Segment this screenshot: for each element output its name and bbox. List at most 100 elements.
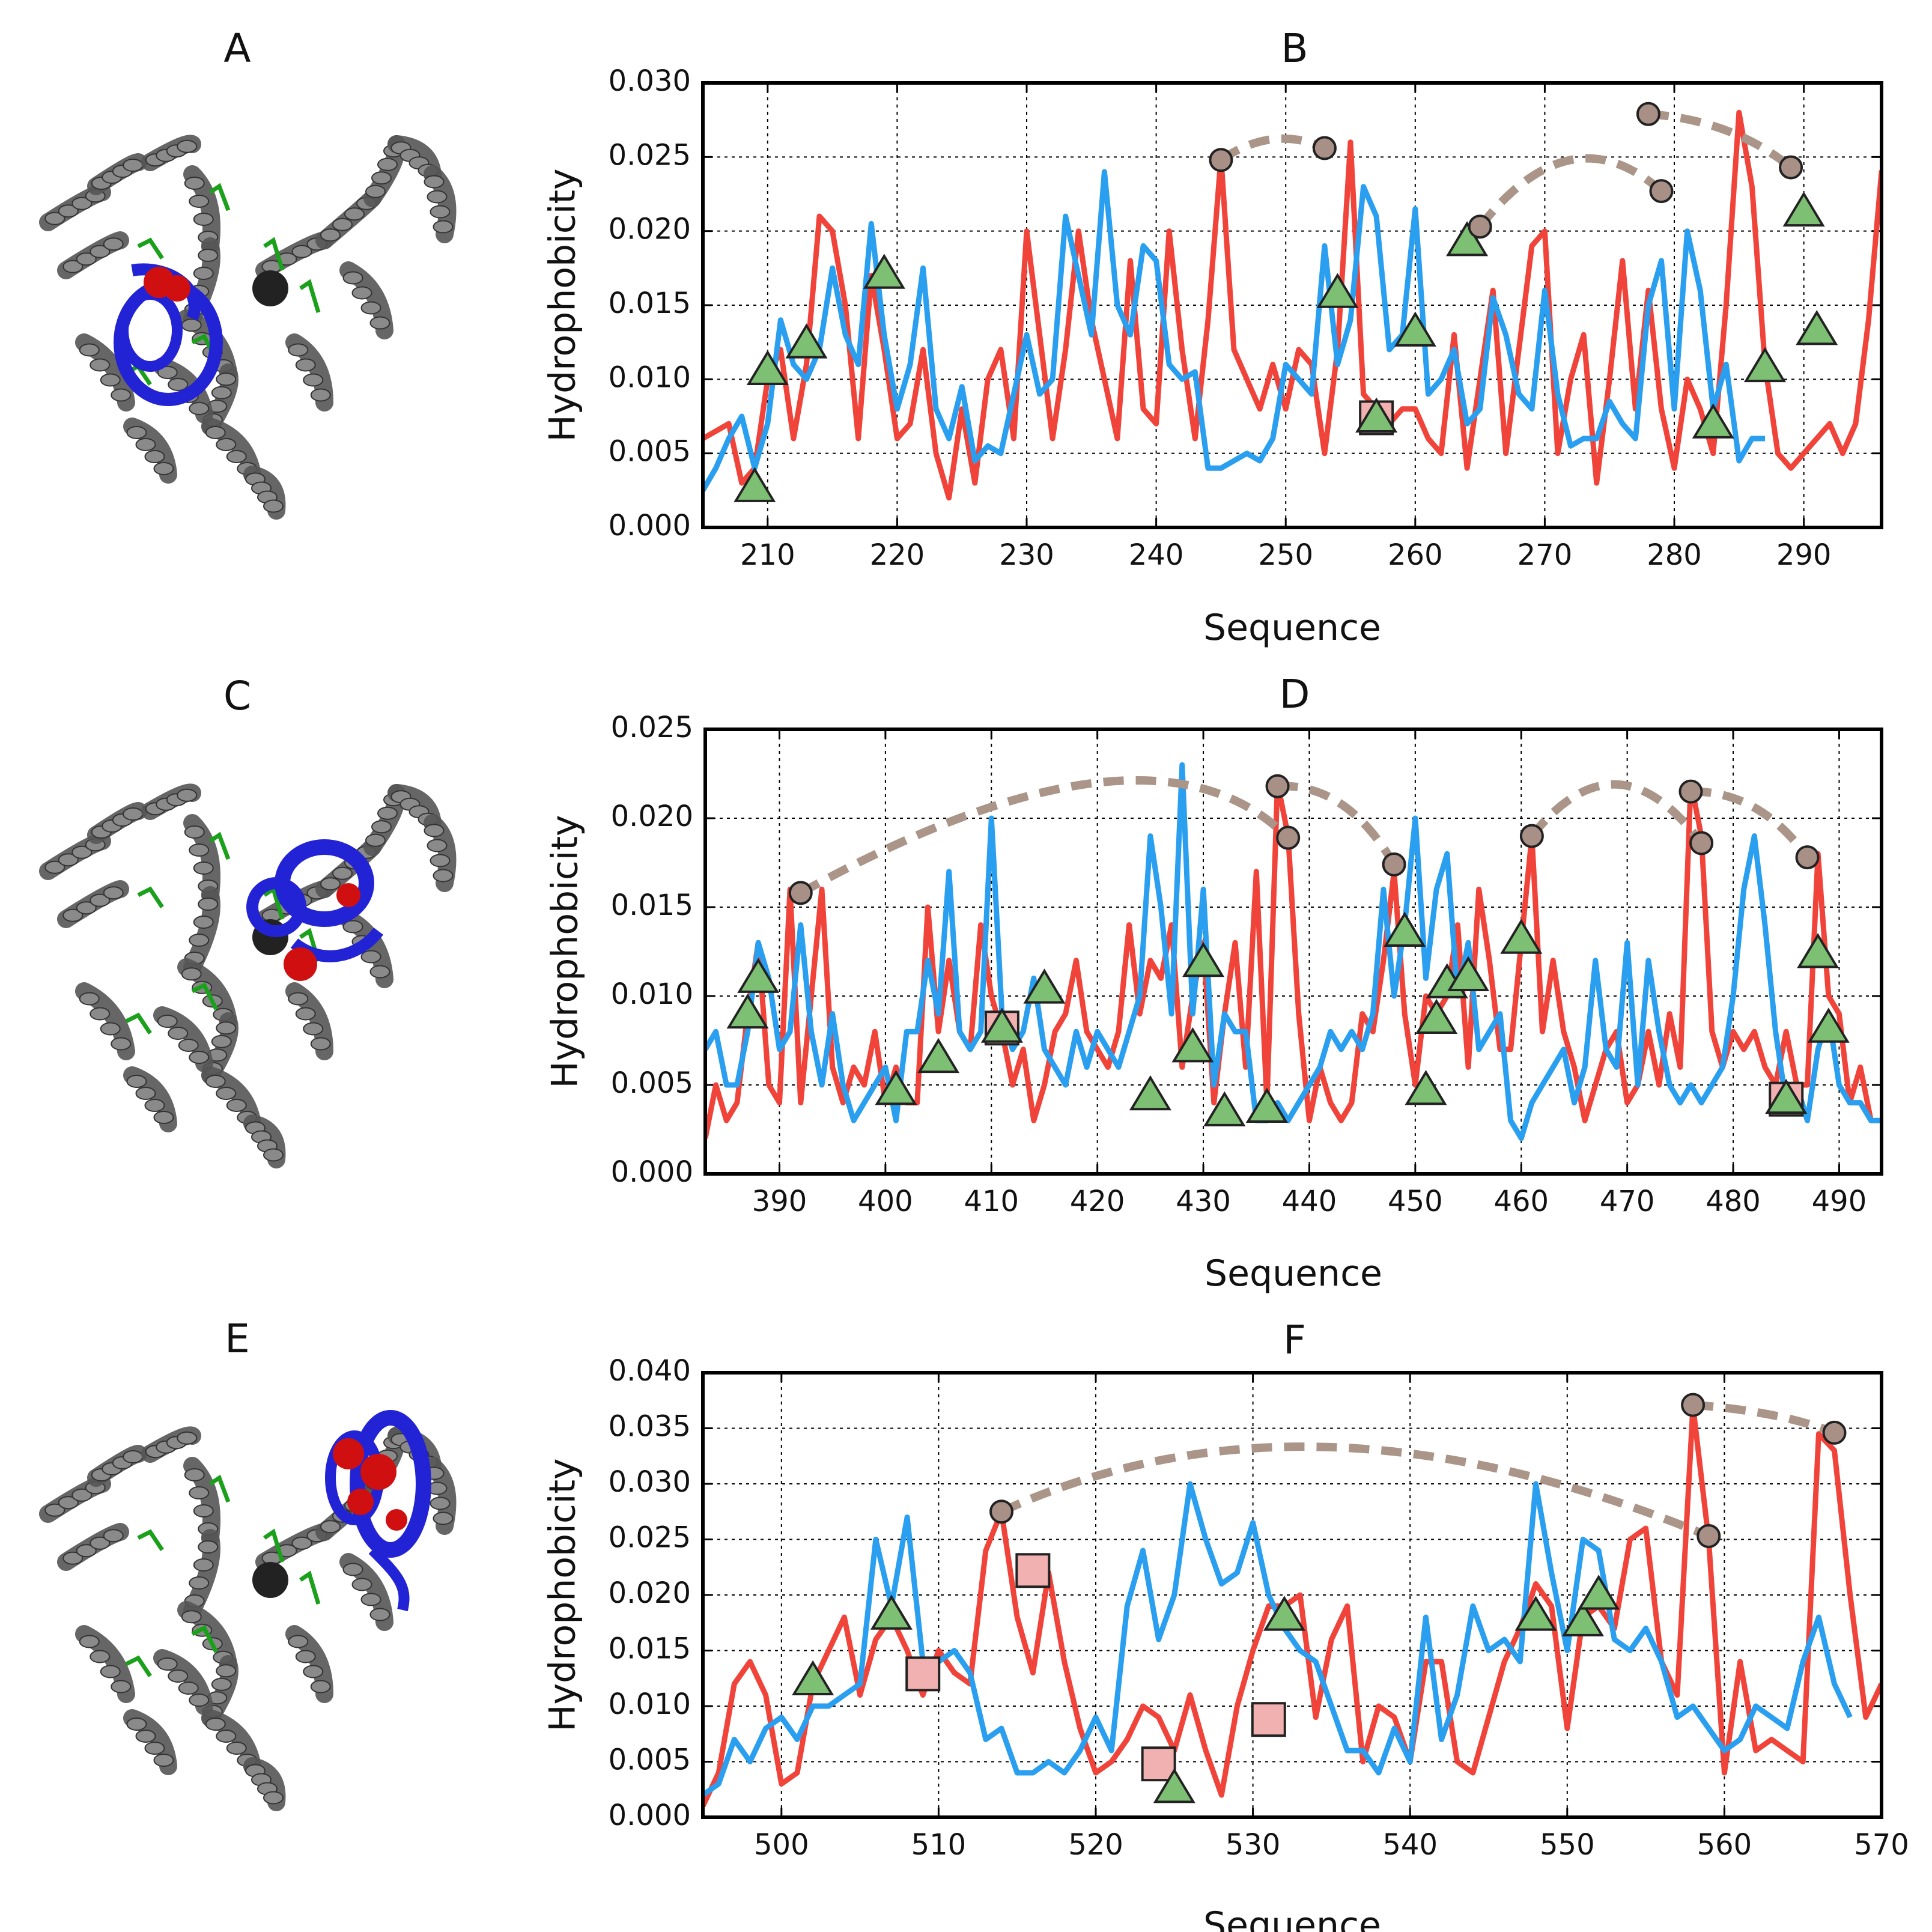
helix-turn [58, 1496, 79, 1510]
helix-turn [62, 1551, 84, 1565]
x-tick-label: 450 [1388, 1185, 1443, 1218]
plot-area [703, 109, 1882, 501]
helix-turn [216, 1664, 237, 1678]
y-tick-label: 0.005 [609, 435, 691, 469]
x-tick-label: 400 [858, 1185, 913, 1218]
chart-title: D [1280, 671, 1310, 717]
series-red-line [703, 1403, 1882, 1808]
y-tick-label: 0.020 [609, 213, 691, 246]
helix-turn [62, 260, 84, 273]
x-tick-label: 430 [1176, 1185, 1231, 1218]
y-tick-label: 0.020 [609, 1576, 691, 1610]
helix-turn [90, 1007, 111, 1021]
helix-turn [427, 190, 448, 204]
helix-arc [1000, 1442, 1710, 1540]
ligand [137, 886, 164, 908]
helix-turn [184, 1468, 205, 1481]
helix-turn [424, 175, 445, 189]
helix-turn [153, 462, 174, 475]
helix-turn [189, 934, 210, 947]
axes-frame [703, 728, 1883, 1176]
circle-marker [1678, 779, 1703, 804]
helix-turn [288, 1635, 309, 1648]
ligand [299, 1570, 321, 1605]
square-marker [1251, 1702, 1286, 1737]
x-tick-label: 460 [1493, 1185, 1549, 1218]
triangle-marker [1415, 998, 1458, 1034]
chart-d: D 390 400 410 420 430 440 450 460 470 480 490 0.000 0… [544, 671, 1883, 1295]
y-axis-label: Hydrophobicity [544, 815, 586, 1088]
helix-turn [263, 1791, 284, 1805]
helix-turn [193, 1558, 214, 1572]
helix-arc [1648, 109, 1794, 171]
y-axis-label: Hydrophobicity [542, 168, 584, 442]
triangle-marker [1514, 1596, 1557, 1631]
x-axis-label: Sequence [1204, 1253, 1382, 1295]
x-tick-label: 470 [1600, 1185, 1655, 1218]
helix-turn [365, 833, 386, 847]
circle-marker [1822, 1420, 1847, 1445]
helix-turn [303, 1665, 324, 1678]
y-tick-label: 0.000 [609, 1799, 691, 1832]
triangle-marker [1765, 1078, 1808, 1114]
y-tick-label: 0.015 [611, 889, 693, 922]
helix-turn [342, 1563, 363, 1576]
helix-turn [111, 388, 132, 402]
protein-backbone [39, 1426, 457, 1811]
helix-arc [1477, 154, 1665, 229]
ligand [191, 1625, 219, 1653]
x-tick-label: 230 [999, 538, 1054, 572]
circle-marker [1779, 155, 1803, 180]
helix-turn [71, 196, 93, 210]
triangle-marker [726, 993, 769, 1029]
triangle-marker [1500, 919, 1543, 954]
triangle-marker [785, 323, 828, 359]
ligand [125, 1012, 152, 1034]
x-axis-label: Sequence [1203, 607, 1381, 649]
helix-turn [90, 893, 111, 907]
triangle-marker [980, 1007, 1023, 1043]
helix-turn [263, 499, 284, 513]
protein-structure-a [39, 135, 457, 520]
circle-marker [1649, 179, 1674, 204]
helix-turn [144, 1742, 165, 1755]
helix-turn [103, 1529, 124, 1543]
helix-turn [205, 1718, 226, 1731]
helix-turn [189, 1576, 210, 1590]
helix-turn [90, 245, 111, 258]
helix-turn [193, 1504, 214, 1517]
helix-turn [189, 843, 210, 857]
helix-turn [193, 861, 214, 875]
helix-turn [168, 378, 189, 391]
helix-turn [433, 220, 454, 234]
series-blue-line [705, 762, 1882, 1141]
helix-turn [371, 820, 392, 834]
helix-turn [320, 877, 341, 891]
circle-marker [1697, 1523, 1721, 1548]
helix-turn [360, 301, 381, 315]
circle-marker [1265, 774, 1290, 798]
triangle-marker [875, 1069, 917, 1105]
helix-turn [198, 898, 219, 911]
x-tick-label: 210 [740, 538, 795, 572]
triangle-marker [1023, 968, 1066, 1004]
helix-turn [263, 1148, 284, 1162]
y-tick-label: 0.015 [609, 287, 691, 320]
helix-turn [189, 1486, 210, 1499]
chart-b: B 210 220 230 240 250 260 270 280 290 0.000 0.005 0.… [542, 25, 1883, 649]
ligand [137, 237, 164, 260]
helix-turn [44, 860, 65, 874]
circle-marker [1795, 845, 1820, 870]
helix-turn [90, 1650, 111, 1663]
x-tick-label: 270 [1517, 538, 1573, 572]
helix-turn [430, 1496, 451, 1510]
helix-turn [288, 343, 309, 357]
helix-arc [1277, 782, 1398, 867]
ligand [299, 279, 321, 314]
series-blue-line [703, 169, 1765, 492]
x-tick-label: 540 [1382, 1828, 1438, 1862]
triangle-marker [1807, 1007, 1850, 1043]
triangle-marker [1263, 1596, 1305, 1631]
helix-turn [211, 386, 232, 399]
helix-turn [153, 1111, 174, 1124]
